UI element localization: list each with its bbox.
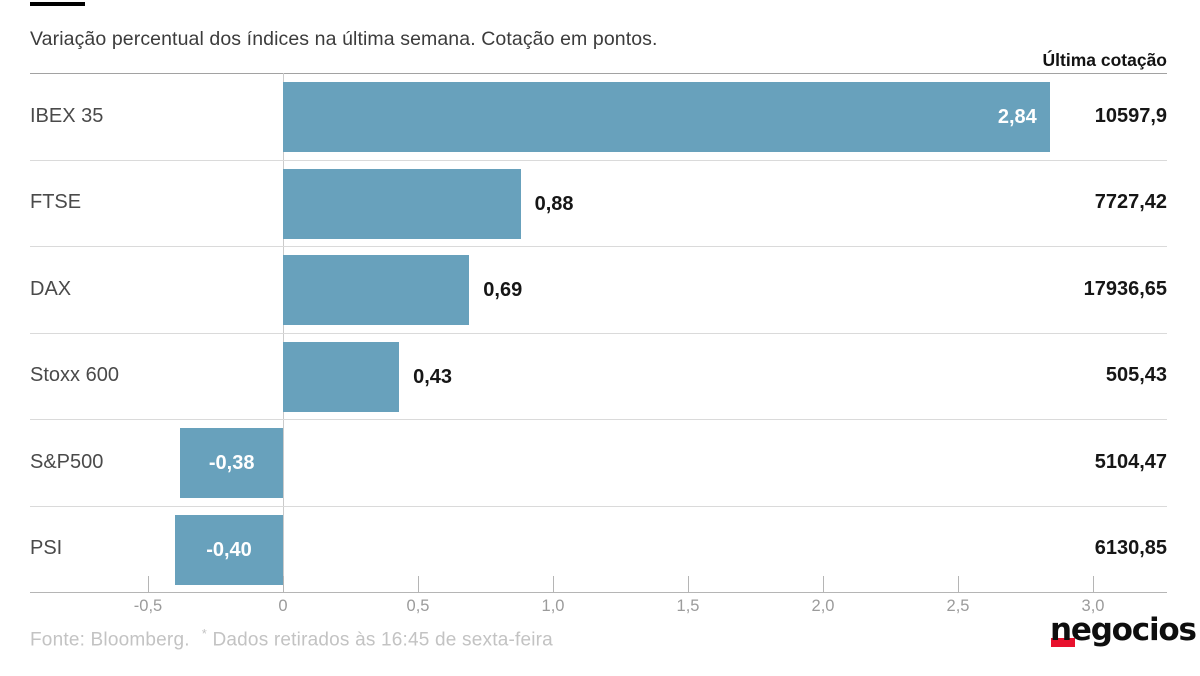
logo-red-accent: [1051, 638, 1075, 647]
bar-value-label: 0,69: [483, 279, 523, 301]
index-label: Stoxx 600: [30, 364, 119, 387]
source-text: Fonte: Bloomberg.: [30, 629, 190, 651]
chart-row: FTSE 0,88 7727,42: [0, 160, 1200, 247]
last-quote-value: 6130,85: [1094, 537, 1167, 560]
last-quote-value: 10597,9: [1094, 104, 1167, 127]
bar-value-label: 0,43: [413, 365, 453, 388]
source-note: Fonte: Bloomberg. * Dados retirados às 16…: [30, 626, 553, 651]
bar-value-label: -0,38: [208, 452, 255, 474]
index-label: FTSE: [30, 191, 82, 214]
axis-tick-mark: [1093, 576, 1094, 592]
axis-tick-label: 2,5: [946, 597, 970, 615]
top-left-dash: [30, 2, 85, 6]
axis-tick-label: 3,0: [1081, 597, 1105, 615]
footnote-asterisk: *: [201, 626, 207, 641]
axis-tick-mark: [283, 576, 284, 592]
logo-wordmark: negocios: [1050, 612, 1197, 648]
chart-row: IBEX 35 2,84 10597,9: [0, 73, 1200, 160]
bar-value-label: 2,84: [997, 106, 1037, 128]
value-bar: [283, 82, 1050, 152]
axis-tick-mark: [553, 576, 554, 592]
row-divider-line: [30, 333, 1167, 334]
value-bar: [283, 255, 470, 325]
last-quote-value: 17936,65: [1083, 277, 1167, 300]
header-divider-line: [30, 73, 1167, 74]
x-axis-line: [30, 592, 1167, 593]
last-quote-column-header: Última cotação: [1042, 50, 1167, 70]
axis-tick-label: 1,5: [676, 597, 700, 615]
index-label: PSI: [30, 537, 63, 560]
zero-gridline: [283, 73, 284, 592]
chart-row: Stoxx 600 0,43 505,43: [0, 333, 1200, 420]
last-quote-value: 7727,42: [1094, 191, 1167, 214]
axis-tick-mark: [418, 576, 419, 592]
value-bar: [175, 514, 283, 585]
axis-tick-mark: [823, 576, 824, 592]
row-divider-line: [30, 246, 1167, 247]
bar-value-label: 0,88: [534, 192, 574, 215]
axis-tick-label: 0,5: [406, 597, 430, 615]
index-label: S&P500: [30, 450, 104, 473]
row-divider-line: [30, 419, 1167, 420]
chart-row: PSI -0,40 6130,85: [0, 506, 1200, 593]
row-divider-line: [30, 160, 1167, 161]
chart-row: S&P500 -0,38 5104,47: [0, 419, 1200, 506]
value-bar: [283, 168, 521, 239]
axis-tick-mark: [688, 576, 689, 592]
index-label: DAX: [30, 277, 72, 300]
index-label: IBEX 35: [30, 104, 104, 127]
axis-tick-label: -0,5: [133, 597, 163, 615]
row-divider-line: [30, 506, 1167, 507]
bar-value-label: -0,40: [206, 538, 252, 561]
chart-row: DAX 0,69 17936,65: [0, 246, 1200, 333]
negocios-logo: negocios: [1050, 612, 1197, 654]
chart-title: Variação percentual dos índices na últim…: [30, 28, 658, 50]
last-quote-value: 505,43: [1105, 364, 1167, 387]
axis-tick-label: 2,0: [811, 597, 835, 615]
axis-tick-label: 0: [278, 597, 288, 615]
value-bar: [180, 428, 283, 498]
footnote-text: Dados retirados às 16:45 de sexta-feira: [212, 629, 553, 651]
axis-tick-label: 1,0: [541, 597, 565, 615]
last-quote-value: 5104,47: [1094, 450, 1167, 473]
value-bar: [283, 341, 400, 412]
axis-tick-mark: [148, 576, 149, 592]
axis-tick-mark: [958, 576, 959, 592]
